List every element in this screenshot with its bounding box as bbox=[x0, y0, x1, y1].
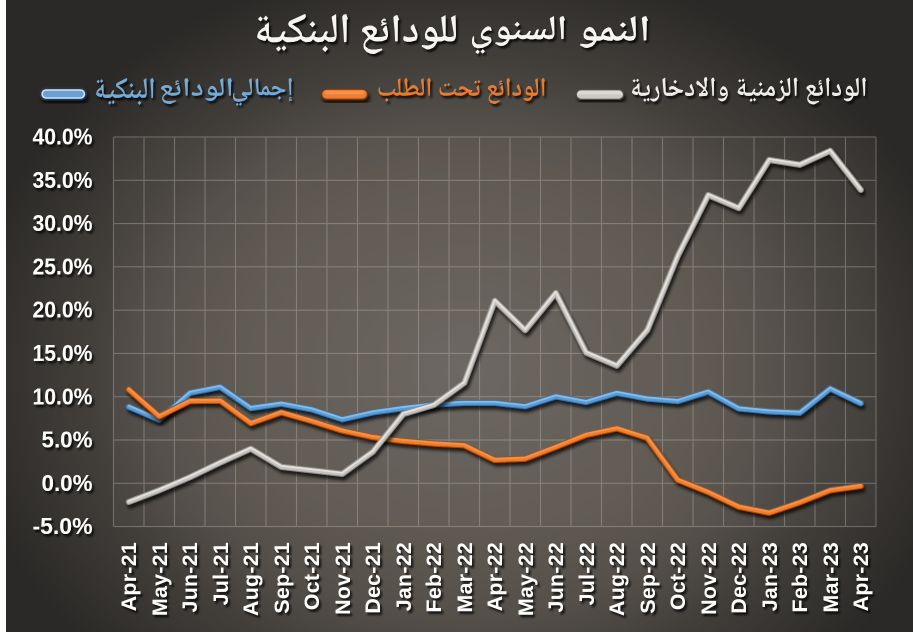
svg-text:Jul-21: Jul-21 bbox=[209, 542, 233, 605]
svg-text:5.0%: 5.0% bbox=[42, 427, 93, 453]
svg-text:Nov-21: Nov-21 bbox=[331, 542, 355, 615]
svg-text:Apr-22: Apr-22 bbox=[483, 542, 507, 611]
svg-text:Feb-23: Feb-23 bbox=[788, 542, 812, 612]
svg-text:25.0%: 25.0% bbox=[33, 254, 93, 280]
svg-text:30.0%: 30.0% bbox=[33, 210, 93, 236]
svg-text:Oct-21: Oct-21 bbox=[300, 542, 324, 610]
svg-text:Oct-22: Oct-22 bbox=[666, 542, 690, 610]
svg-text:35.0%: 35.0% bbox=[33, 167, 93, 193]
svg-text:Apr-23: Apr-23 bbox=[849, 542, 873, 611]
svg-text:Jan-23: Jan-23 bbox=[758, 542, 782, 611]
svg-text:Mar-23: Mar-23 bbox=[819, 542, 843, 612]
svg-text:Feb-22: Feb-22 bbox=[422, 542, 446, 612]
svg-text:May-22: May-22 bbox=[514, 542, 538, 616]
svg-text:Jun-22: Jun-22 bbox=[544, 542, 568, 612]
svg-text:Jan-22: Jan-22 bbox=[392, 542, 416, 611]
svg-text:Sep-22: Sep-22 bbox=[636, 542, 660, 614]
svg-text:Sep-21: Sep-21 bbox=[270, 542, 294, 614]
svg-text:20.0%: 20.0% bbox=[33, 297, 93, 323]
svg-text:May-21: May-21 bbox=[148, 542, 172, 616]
svg-text:Aug-21: Aug-21 bbox=[239, 542, 263, 616]
svg-text:15.0%: 15.0% bbox=[33, 340, 93, 366]
svg-text:Aug-22: Aug-22 bbox=[605, 542, 629, 616]
svg-text:40.0%: 40.0% bbox=[33, 124, 93, 150]
svg-text:Nov-22: Nov-22 bbox=[697, 542, 721, 615]
svg-text:Mar-22: Mar-22 bbox=[453, 542, 477, 612]
svg-text:-5.0%: -5.0% bbox=[33, 513, 93, 539]
svg-text:0.0%: 0.0% bbox=[42, 470, 93, 496]
svg-text:10.0%: 10.0% bbox=[33, 383, 93, 409]
svg-text:Dec-22: Dec-22 bbox=[727, 542, 751, 614]
svg-text:Dec-21: Dec-21 bbox=[361, 542, 385, 614]
svg-text:Jun-21: Jun-21 bbox=[178, 542, 202, 612]
svg-text:Apr-21: Apr-21 bbox=[117, 542, 141, 611]
svg-text:Jul-22: Jul-22 bbox=[575, 542, 599, 605]
